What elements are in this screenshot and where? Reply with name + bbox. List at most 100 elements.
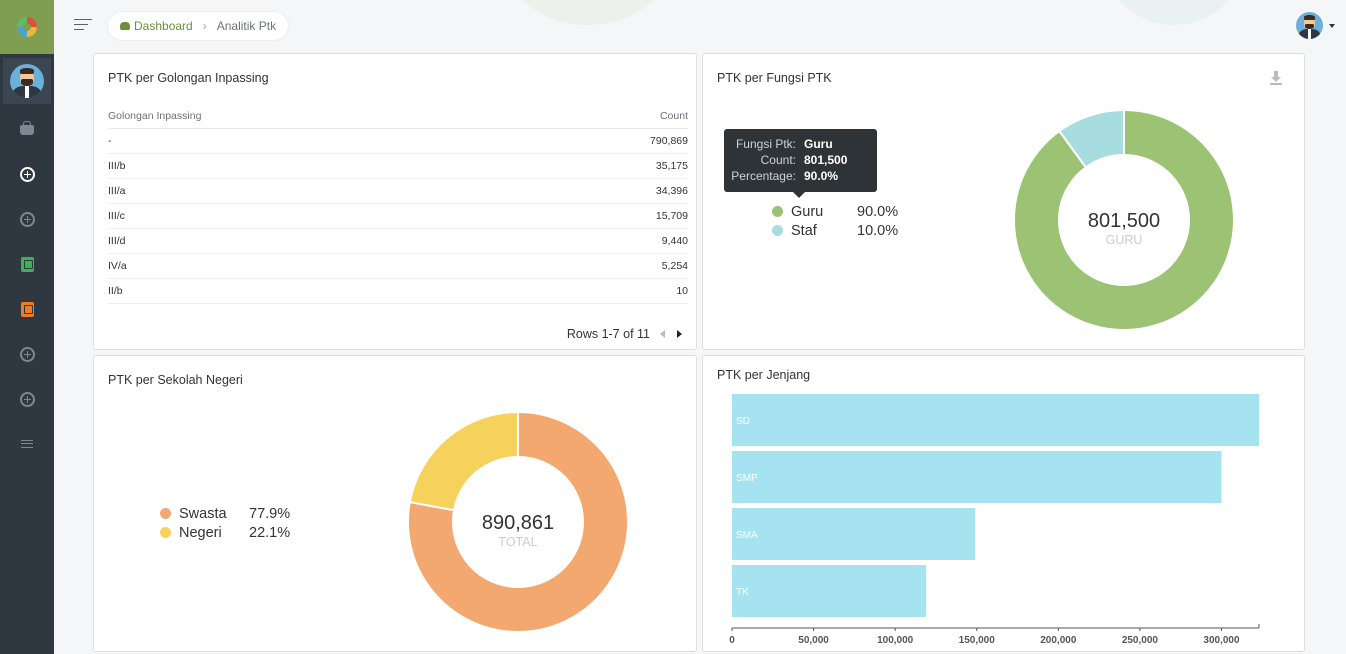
table-row: II/b 10 xyxy=(108,278,688,304)
sidebar-item-4[interactable] xyxy=(17,299,37,319)
cell-golongan: IV/a xyxy=(108,253,521,279)
pagination: Rows 1-7 of 11 xyxy=(567,327,682,341)
decor-circle xyxy=(498,0,678,25)
card-title: PTK per Fungsi PTK xyxy=(717,71,832,85)
donut-center-value: 801,500 xyxy=(1088,210,1160,232)
donut-slice-staf[interactable] xyxy=(1057,109,1125,169)
legend-label: Guru xyxy=(791,203,824,220)
breadcrumb-home[interactable]: Dashboard xyxy=(120,19,193,33)
circle-plus-icon xyxy=(19,346,35,362)
sidebar-item-7[interactable] xyxy=(17,434,37,454)
card-title: PTK per Sekolah Negeri xyxy=(108,373,243,387)
sidebar-item-basket[interactable] xyxy=(17,118,37,138)
legend-item[interactable]: Swasta 77.9% xyxy=(160,504,290,523)
donut-slice-swasta[interactable] xyxy=(407,411,629,633)
golongan-table: Golongan Inpassing Count -790,869 III/b 35… xyxy=(108,104,688,304)
legend-percentage: 10.0% xyxy=(857,222,899,239)
sidebar-item-5[interactable] xyxy=(17,344,37,364)
cell-golongan: III/d xyxy=(108,228,521,254)
chevron-right-icon: › xyxy=(202,19,207,33)
cell-golongan: II/b xyxy=(108,278,521,304)
next-page-icon[interactable] xyxy=(677,330,682,338)
tooltip-key: Fungsi Ptk: xyxy=(735,137,796,151)
cell-count: 10 xyxy=(520,278,688,304)
chart-tooltip: Fungsi Ptk: Guru Count: 801,500 Percentage… xyxy=(724,129,877,198)
tooltip-key: Percentage: xyxy=(731,169,796,183)
book-icon xyxy=(20,256,34,272)
sidebar xyxy=(0,0,54,654)
table-row: IV/a 5,254 xyxy=(108,253,688,279)
column-header[interactable]: Count xyxy=(520,104,688,129)
cell-count: 9,440 xyxy=(520,228,688,254)
sidebar-item-2[interactable] xyxy=(17,209,37,229)
donut-slice-guru[interactable] xyxy=(1013,109,1235,331)
donut-slice-negeri[interactable] xyxy=(408,411,519,512)
book-icon xyxy=(20,301,34,317)
breadcrumb: Dashboard › Analitik Ptk xyxy=(108,12,289,40)
table-row: -790,869 xyxy=(108,128,688,154)
logo-icon xyxy=(17,17,37,37)
download-icon[interactable] xyxy=(1270,71,1282,85)
cell-count: 5,254 xyxy=(520,253,688,279)
list-icon xyxy=(21,439,33,449)
donut-center-label: TOTAL xyxy=(498,535,537,549)
basket-icon xyxy=(20,120,34,135)
tooltip-key: Count: xyxy=(760,153,796,167)
table-row: III/d 9,440 xyxy=(108,228,688,254)
cell-count: 790,869 xyxy=(520,128,688,154)
circle-plus-icon xyxy=(19,166,35,182)
legend-item[interactable]: Staf 10.0% xyxy=(772,221,898,240)
breadcrumb-current: Analitik Ptk xyxy=(216,19,277,33)
tooltip-value: 801,500 xyxy=(804,153,848,167)
sidebar-item-6[interactable] xyxy=(17,389,37,409)
legend-label: Staf xyxy=(791,222,817,239)
legend-label: Negeri xyxy=(179,524,222,541)
sidebar-item-3[interactable] xyxy=(17,254,37,274)
legend-swatch xyxy=(772,225,783,236)
card-jenjang: PTK per Jenjang SD SMP SMA TK 0 50,000 100,000… xyxy=(702,355,1305,652)
x-tick-label: 50,000 xyxy=(798,635,829,646)
legend-item[interactable]: Guru 90.0% xyxy=(772,202,898,221)
bar-sd[interactable] xyxy=(732,394,1259,446)
legend-percentage: 90.0% xyxy=(857,203,899,220)
sidebar-item-1[interactable] xyxy=(17,164,37,184)
sidebar-user-avatar[interactable] xyxy=(3,58,51,104)
x-tick-label: 250,000 xyxy=(1122,635,1159,646)
cell-count: 15,709 xyxy=(520,203,688,229)
bar-tk[interactable] xyxy=(732,565,927,617)
app-logo[interactable] xyxy=(0,0,54,54)
prev-page-icon[interactable] xyxy=(660,330,665,338)
bar-label: TK xyxy=(736,587,749,598)
table-header-row: Golongan Inpassing Count xyxy=(108,104,688,129)
bar-label: SMA xyxy=(736,530,758,541)
legend-percentage: 22.1% xyxy=(249,524,291,541)
top-bar: Dashboard › Analitik Ptk xyxy=(54,0,1346,50)
chart-legend: Swasta 77.9% Negeri 22.1% xyxy=(160,504,290,542)
table-row: III/c 15,709 xyxy=(108,203,688,229)
x-tick-label: 150,000 xyxy=(959,635,996,646)
circle-plus-icon xyxy=(19,391,35,407)
menu-toggle-icon[interactable] xyxy=(74,19,92,32)
circle-plus-icon xyxy=(19,211,35,227)
legend-item[interactable]: Negeri 22.1% xyxy=(160,523,290,542)
bar-sma[interactable] xyxy=(732,508,976,560)
breadcrumb-home-label[interactable]: Dashboard xyxy=(134,19,193,33)
cell-count: 34,396 xyxy=(520,178,688,204)
tooltip-value: Guru xyxy=(804,137,833,151)
cell-golongan: III/a xyxy=(108,178,521,204)
card-title: PTK per Jenjang xyxy=(717,368,811,382)
column-header[interactable]: Golongan Inpassing xyxy=(108,104,521,129)
avatar xyxy=(10,64,44,98)
bar-chart-jenjang: SD SMP SMA TK 0 50,000 100,000 150,000 200,000 25… xyxy=(729,394,1260,646)
bar-label: SD xyxy=(736,416,750,427)
user-menu[interactable] xyxy=(1296,12,1335,39)
chart-legend: Guru 90.0% Staf 10.0% xyxy=(772,202,898,240)
bar-smp[interactable] xyxy=(732,451,1222,503)
cell-count: 35,175 xyxy=(520,153,688,179)
home-icon xyxy=(120,22,130,30)
x-tick-label: 100,000 xyxy=(877,635,914,646)
x-tick-label: 200,000 xyxy=(1040,635,1077,646)
card-fungsi: PTK per Fungsi PTK Fungsi Ptk: Guru Count… xyxy=(702,53,1305,350)
